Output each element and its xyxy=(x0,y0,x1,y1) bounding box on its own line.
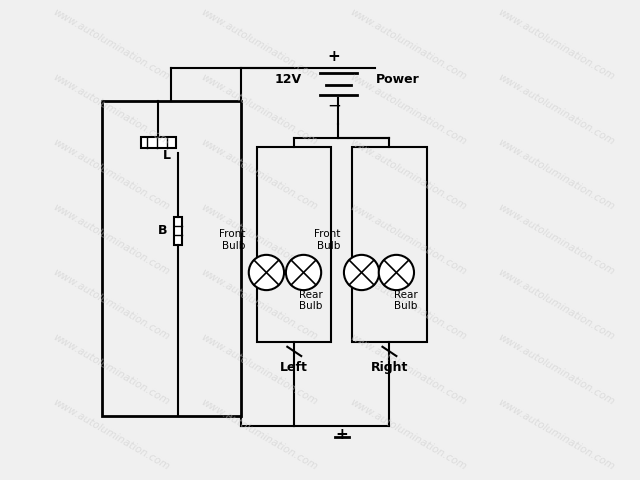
Text: www.autolumination.com: www.autolumination.com xyxy=(51,203,171,277)
Bar xyxy=(352,147,426,342)
Text: +: + xyxy=(327,48,340,64)
Text: www.autolumination.com: www.autolumination.com xyxy=(497,203,616,277)
Bar xyxy=(257,147,332,342)
Text: www.autolumination.com: www.autolumination.com xyxy=(200,138,319,213)
Text: Right: Right xyxy=(371,360,408,374)
Text: www.autolumination.com: www.autolumination.com xyxy=(200,72,319,147)
Text: www.autolumination.com: www.autolumination.com xyxy=(51,267,171,342)
Text: Power: Power xyxy=(376,73,419,86)
Text: www.autolumination.com: www.autolumination.com xyxy=(497,333,616,408)
Text: www.autolumination.com: www.autolumination.com xyxy=(51,72,171,147)
Text: Rear
Bulb: Rear Bulb xyxy=(299,289,323,311)
Text: www.autolumination.com: www.autolumination.com xyxy=(200,333,319,408)
Text: Front
Bulb: Front Bulb xyxy=(314,229,340,251)
Text: www.autolumination.com: www.autolumination.com xyxy=(348,397,468,472)
Text: B: B xyxy=(157,224,167,237)
Circle shape xyxy=(344,255,380,290)
Text: www.autolumination.com: www.autolumination.com xyxy=(200,8,319,83)
Bar xyxy=(141,137,176,148)
Text: www.autolumination.com: www.autolumination.com xyxy=(51,397,171,472)
Text: www.autolumination.com: www.autolumination.com xyxy=(497,267,616,342)
Text: −: − xyxy=(327,96,340,114)
Text: www.autolumination.com: www.autolumination.com xyxy=(497,72,616,147)
Text: www.autolumination.com: www.autolumination.com xyxy=(348,333,468,408)
Text: Left: Left xyxy=(280,360,308,374)
Text: www.autolumination.com: www.autolumination.com xyxy=(348,203,468,277)
Text: www.autolumination.com: www.autolumination.com xyxy=(348,138,468,213)
Circle shape xyxy=(249,255,284,290)
Text: 12V: 12V xyxy=(274,73,301,86)
Text: www.autolumination.com: www.autolumination.com xyxy=(348,267,468,342)
Text: +: + xyxy=(335,427,348,442)
Text: www.autolumination.com: www.autolumination.com xyxy=(497,397,616,472)
Text: www.autolumination.com: www.autolumination.com xyxy=(51,138,171,213)
Bar xyxy=(102,101,241,416)
Circle shape xyxy=(379,255,414,290)
Text: www.autolumination.com: www.autolumination.com xyxy=(200,267,319,342)
Text: www.autolumination.com: www.autolumination.com xyxy=(497,138,616,213)
Bar xyxy=(174,217,182,245)
Text: www.autolumination.com: www.autolumination.com xyxy=(348,8,468,83)
Text: Front
Bulb: Front Bulb xyxy=(219,229,246,251)
Text: Rear
Bulb: Rear Bulb xyxy=(394,289,418,311)
Text: L: L xyxy=(163,149,171,162)
Text: www.autolumination.com: www.autolumination.com xyxy=(51,333,171,408)
Text: www.autolumination.com: www.autolumination.com xyxy=(200,397,319,472)
Text: www.autolumination.com: www.autolumination.com xyxy=(51,8,171,83)
Text: www.autolumination.com: www.autolumination.com xyxy=(200,203,319,277)
Text: www.autolumination.com: www.autolumination.com xyxy=(497,8,616,83)
Text: www.autolumination.com: www.autolumination.com xyxy=(348,72,468,147)
Circle shape xyxy=(286,255,321,290)
